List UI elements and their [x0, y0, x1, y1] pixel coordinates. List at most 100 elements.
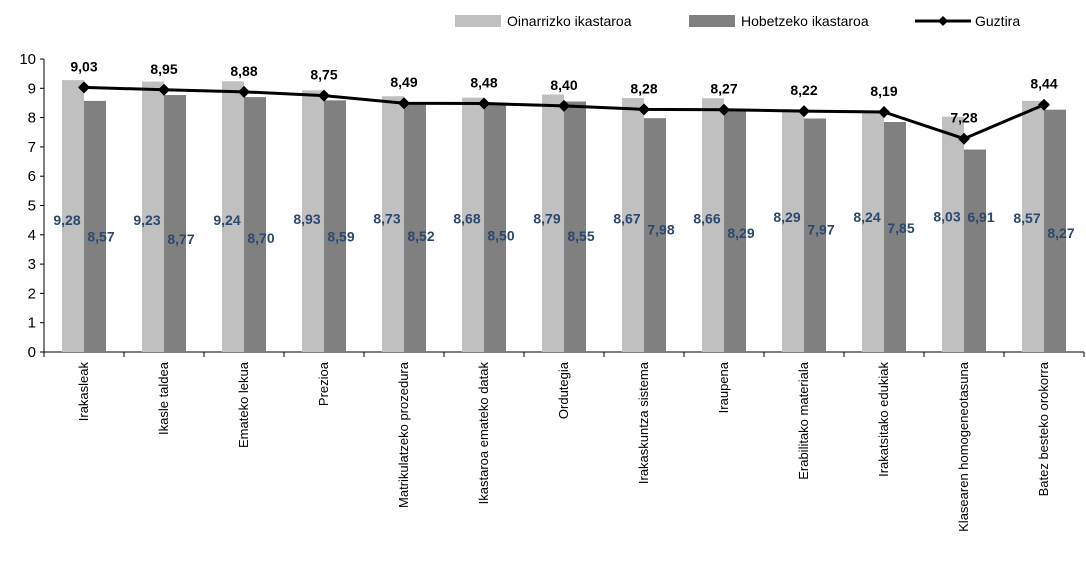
bar-data-label: 6,91 — [967, 209, 994, 225]
bar — [622, 97, 644, 353]
bar-data-label: 8,03 — [933, 208, 960, 224]
total-data-label: 8,48 — [470, 75, 497, 91]
bar — [702, 98, 724, 353]
bar — [164, 95, 186, 352]
bar — [724, 109, 746, 352]
total-data-label: 8,88 — [230, 63, 257, 79]
y-tick-label: 10 — [19, 51, 36, 68]
bar — [404, 102, 426, 352]
legend: Oinarrizko ikastaroa Hobetzeko ikastaroa G… — [455, 13, 1020, 29]
bar-data-label: 7,98 — [647, 222, 674, 238]
y-tick-label: 8 — [28, 110, 36, 127]
x-category-label: Batez besteko orokorra — [1036, 361, 1051, 496]
total-line-marker — [1038, 98, 1050, 111]
bar — [964, 149, 986, 352]
bar-data-label: 8,93 — [293, 211, 320, 227]
y-tick-label: 1 — [28, 315, 36, 332]
bar-data-label: 8,73 — [373, 210, 400, 226]
y-axis: 0 1 2 3 4 5 6 7 8 9 10 — [19, 51, 45, 361]
bar-data-label: 8,59 — [327, 229, 354, 245]
x-category-label: Matrikulatzeko prozedura — [396, 361, 411, 508]
bar — [222, 81, 244, 352]
bar — [1044, 109, 1066, 353]
bar-data-label: 8,29 — [773, 209, 800, 225]
total-data-label: 8,49 — [390, 74, 417, 90]
total-data-label: 9,03 — [70, 58, 97, 74]
total-data-label: 8,22 — [790, 82, 817, 98]
legend-label: Oinarrizko ikastaroa — [507, 13, 632, 29]
bar — [302, 90, 324, 352]
bar-data-label: 8,68 — [453, 210, 480, 226]
bar — [644, 118, 666, 352]
x-category-label: Irakaskuntza sistema — [636, 361, 651, 484]
bar — [804, 118, 826, 352]
total-data-label: 8,40 — [550, 77, 577, 93]
bar — [884, 121, 906, 353]
bar-data-label: 8,29 — [727, 225, 754, 241]
total-line-marker — [718, 103, 730, 116]
bar-data-label: 8,57 — [87, 228, 114, 244]
y-tick-label: 7 — [28, 139, 36, 156]
bar — [462, 97, 484, 353]
bar — [782, 109, 804, 352]
total-line-marker — [558, 99, 570, 112]
bar-data-label: 7,97 — [807, 221, 834, 237]
total-line-marker — [78, 81, 90, 94]
total-line-marker — [798, 105, 810, 118]
x-axis: Irakasleak Ikasle taldea Emateko lekua Prez… — [43, 351, 1085, 532]
y-tick-label: 6 — [28, 168, 36, 185]
bar-data-label: 8,57 — [1013, 210, 1040, 226]
bar-data-label: 9,23 — [133, 212, 160, 228]
x-category-label: Emateko lekua — [236, 361, 251, 448]
bar-data-label: 8,24 — [853, 209, 880, 225]
bar-data-label: 8,50 — [487, 228, 514, 244]
total-line-marker — [958, 132, 970, 145]
bar-data-label: 8,27 — [1047, 225, 1074, 241]
legend-swatch — [689, 15, 735, 27]
bar — [324, 100, 346, 352]
total-line-marker — [158, 83, 170, 96]
bar-data-label: 8,79 — [533, 211, 560, 227]
bar-data-label: 8,70 — [247, 230, 274, 246]
total-data-label: 8,75 — [310, 67, 337, 83]
total-line-marker — [318, 89, 330, 102]
bar — [1022, 100, 1044, 352]
total-data-label: 7,28 — [950, 110, 977, 126]
total-line-marker — [238, 85, 250, 98]
x-category-label: Ordutegia — [556, 361, 571, 419]
y-tick-label: 2 — [28, 285, 36, 302]
legend-marker — [938, 16, 948, 26]
bar — [862, 110, 884, 353]
bar — [564, 101, 586, 352]
x-category-label: Ikastaroa emateko datak — [476, 362, 491, 505]
x-category-label: Klasearen homogeneotasuna — [956, 361, 971, 532]
bar — [382, 96, 404, 352]
total-line-marker — [878, 106, 890, 119]
bar-data-label: 8,66 — [693, 210, 720, 226]
total-data-label: 8,28 — [630, 80, 657, 96]
y-tick-label: 9 — [28, 80, 36, 97]
bar — [942, 116, 964, 352]
bar-data-label: 7,85 — [887, 220, 914, 236]
bar-data-label: 9,24 — [213, 212, 240, 228]
bars — [62, 80, 1066, 353]
total-data-label: 8,19 — [870, 83, 897, 99]
y-tick-label: 3 — [28, 256, 36, 273]
legend-label: Guztira — [975, 13, 1020, 29]
bar-data-label: 8,52 — [407, 228, 434, 244]
y-tick-label: 4 — [28, 227, 36, 244]
bar — [142, 81, 164, 352]
x-category-label: Iraupena — [716, 361, 731, 413]
total-line-marker — [638, 103, 650, 116]
total-line-marker — [478, 97, 490, 110]
bar-data-label: 8,77 — [167, 231, 194, 247]
y-tick-label: 0 — [28, 344, 36, 361]
total-line-marker — [398, 97, 410, 110]
total-data-label: 8,95 — [150, 61, 177, 77]
bar — [484, 102, 506, 352]
bar — [84, 100, 106, 352]
total-data-label: 8,27 — [710, 81, 737, 97]
x-category-label: Ikasle taldea — [156, 361, 171, 435]
